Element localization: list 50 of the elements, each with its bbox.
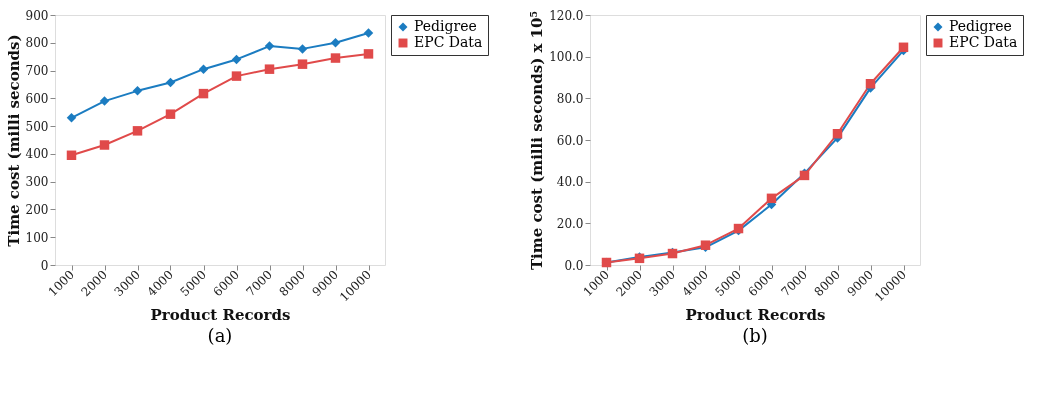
legend-label: Pedigree	[414, 18, 477, 34]
y-tick-label: 700	[25, 64, 49, 79]
point	[363, 28, 374, 38]
point	[231, 54, 242, 65]
y-tick-label: 0	[40, 258, 49, 273]
y-tick-label: 20.0	[556, 216, 584, 231]
point	[132, 126, 143, 136]
point	[198, 88, 209, 99]
point	[363, 49, 374, 59]
y-tick-label: 300	[25, 175, 49, 190]
legend-label: Pedigree	[949, 18, 1012, 34]
y-axis-title: Time cost (milli seconds) x 10⁵	[528, 10, 547, 271]
point	[330, 38, 341, 48]
y-tick-label: 40.0	[556, 175, 584, 190]
x-axis-title: Product Records	[150, 305, 291, 324]
legend-label: EPC Data	[949, 34, 1018, 50]
point	[264, 64, 275, 74]
point	[832, 129, 843, 139]
text: (a)	[207, 325, 233, 347]
point	[165, 109, 176, 119]
point	[297, 44, 308, 54]
x-axis-title: Product Records	[685, 305, 826, 324]
point	[132, 86, 143, 96]
point	[264, 41, 275, 51]
point	[165, 77, 176, 88]
point	[99, 96, 110, 106]
point	[198, 64, 209, 74]
y-tick-label: 600	[25, 91, 49, 106]
y-tick-label: 500	[25, 119, 49, 134]
y-tick-label: 800	[25, 36, 49, 51]
y-tick-label: 200	[25, 202, 49, 217]
point	[330, 53, 341, 63]
y-tick-label: 80.0	[556, 91, 584, 106]
point	[766, 193, 777, 204]
point	[865, 79, 876, 89]
point	[231, 71, 242, 81]
y-tick-label: 120.0	[549, 8, 584, 23]
point	[66, 113, 77, 123]
y-tick-label: 900	[25, 8, 49, 23]
y-tick-label: 60.0	[556, 133, 584, 148]
y-tick-label: 100.0	[549, 50, 584, 65]
y-tick-label: 400	[25, 147, 49, 162]
point	[66, 150, 77, 161]
point	[297, 59, 308, 69]
y-tick-label: 0.0	[564, 258, 584, 273]
y-axis-title: Time cost (milli seconds)	[4, 34, 23, 247]
point	[99, 140, 110, 150]
y-tick-label: 100	[25, 230, 49, 245]
text: (b)	[742, 325, 768, 347]
legend-label: EPC Data	[414, 34, 483, 50]
